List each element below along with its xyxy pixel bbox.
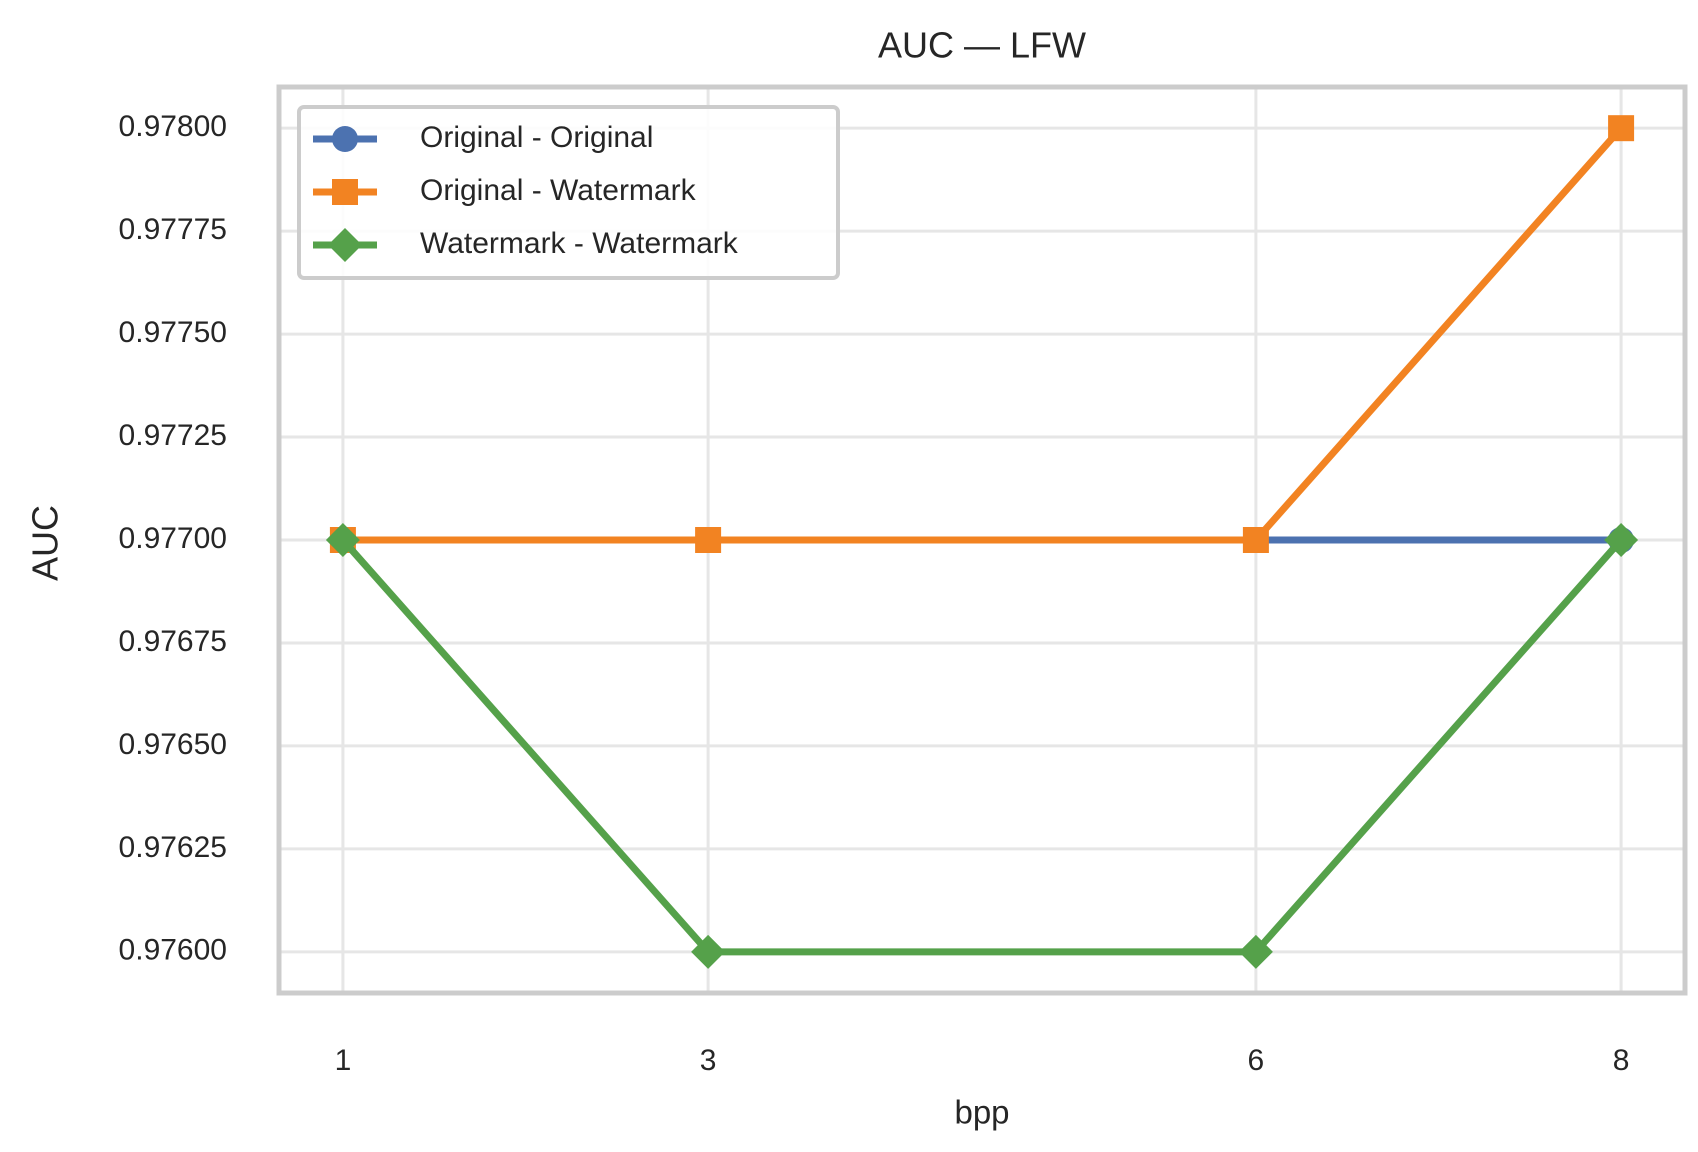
y-tick-label: 0.97675 [119, 625, 227, 658]
plot-frame [276, 84, 1688, 996]
y-axis-label: AUC [25, 505, 66, 581]
y-tick-label: 0.97650 [119, 728, 227, 761]
legend-label: Original - Watermark [420, 174, 697, 207]
marker [695, 527, 722, 553]
marker [332, 126, 358, 152]
marker [1608, 115, 1635, 142]
marker [1604, 523, 1639, 557]
legend-label: Watermark - Watermark [420, 227, 739, 260]
y-tick-label: 0.97700 [119, 522, 227, 555]
marker [1238, 934, 1273, 969]
y-tick-label: 0.97800 [119, 110, 227, 143]
series-line [342, 125, 1624, 544]
marker [1242, 527, 1269, 553]
y-tick-label: 0.97625 [119, 831, 227, 864]
x-tick-label: 1 [335, 1044, 352, 1077]
marker [691, 934, 726, 969]
y-tick-label: 0.97750 [119, 316, 227, 349]
x-axis-label: bpp [954, 1094, 1009, 1131]
marker [325, 523, 360, 557]
y-tick-label: 0.97600 [119, 934, 227, 967]
marker [328, 228, 362, 262]
x-tick-label: 3 [700, 1044, 717, 1077]
series-line [340, 537, 1624, 956]
y-tick-label: 0.97725 [119, 419, 227, 452]
marker [332, 179, 358, 205]
x-tick-label: 8 [1613, 1044, 1630, 1077]
chart-title: AUC — LFW [878, 25, 1086, 66]
x-tick-label: 6 [1248, 1044, 1265, 1077]
y-tick-label: 0.97775 [119, 213, 227, 246]
legend-label: Original - Original [420, 121, 653, 154]
legend-frame [297, 105, 840, 280]
